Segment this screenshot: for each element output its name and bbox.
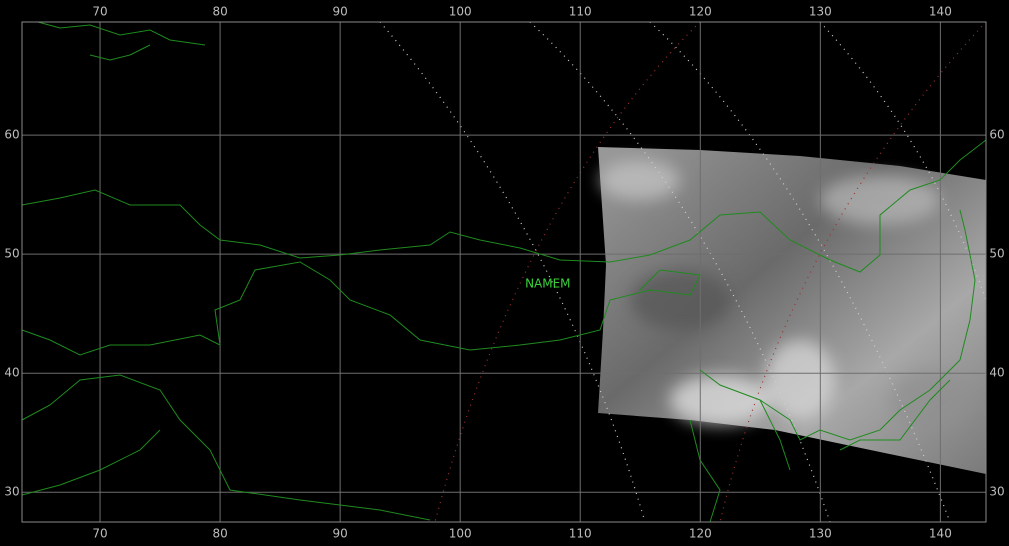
x-tick-label: 80 (212, 5, 227, 19)
x-tick-label: 110 (569, 5, 592, 19)
orbit-tracks (379, 21, 987, 523)
x-tick-label: 70 (92, 527, 107, 541)
x-tick-label: 120 (689, 5, 712, 19)
satellite-image (598, 147, 986, 474)
x-tick-label: 100 (449, 5, 472, 19)
x-tick-label: 110 (569, 527, 592, 541)
station-label: NAMEM (525, 276, 570, 290)
x-tick-label: 130 (809, 527, 832, 541)
x-tick-label: 120 (689, 527, 712, 541)
y-tick-label: 60 (4, 128, 19, 142)
x-tick-label: 70 (92, 5, 107, 19)
y-tick-label: 30 (989, 485, 1004, 499)
x-tick-label: 80 (212, 527, 227, 541)
map-frame (21, 21, 987, 523)
x-tick-label: 140 (929, 5, 952, 19)
x-tick-label: 140 (929, 527, 952, 541)
y-tick-label: 30 (4, 485, 19, 499)
y-tick-label: 50 (4, 247, 19, 261)
y-tick-label: 40 (4, 366, 19, 380)
x-tick-label: 130 (809, 5, 832, 19)
graticule (22, 22, 986, 522)
x-tick-label: 100 (449, 527, 472, 541)
borders (21, 21, 987, 523)
x-tick-label: 90 (332, 5, 347, 19)
y-tick-label: 50 (989, 247, 1004, 261)
x-tick-label: 90 (332, 527, 347, 541)
y-tick-label: 60 (989, 128, 1004, 142)
y-tick-label: 40 (989, 366, 1004, 380)
